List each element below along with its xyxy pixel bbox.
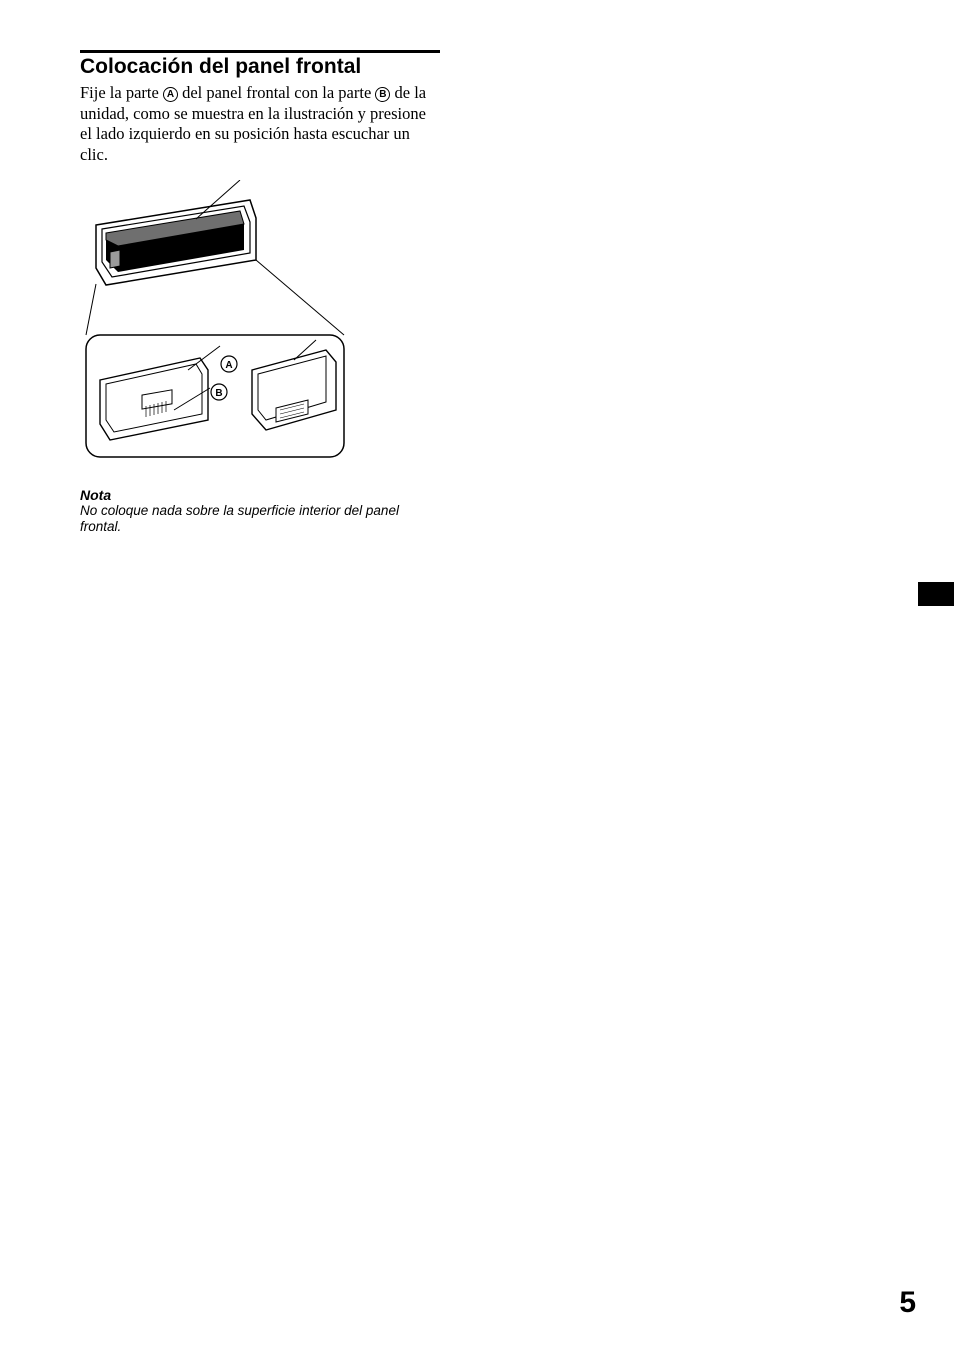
main-column: Colocación del panel frontal Fije la par… bbox=[80, 50, 440, 536]
label-a-inline: A bbox=[163, 87, 178, 102]
label-b-inline: B bbox=[375, 87, 390, 102]
note-body: No coloque nada sobre la superficie inte… bbox=[80, 503, 400, 537]
note-heading: Nota bbox=[80, 487, 440, 503]
svg-text:A: A bbox=[225, 360, 232, 371]
svg-text:B: B bbox=[215, 388, 222, 399]
heading-rule bbox=[80, 50, 440, 53]
zoom-line-right bbox=[256, 260, 344, 335]
section-body: Fije la parte A del panel frontal con la… bbox=[80, 83, 440, 166]
body-text-2: del panel frontal con la parte bbox=[178, 83, 375, 102]
section-tab bbox=[918, 582, 954, 606]
zoom-line-left bbox=[86, 284, 96, 335]
top-unit-illustration bbox=[96, 180, 256, 285]
panel-diagram: A B bbox=[80, 180, 350, 470]
body-text-1: Fije la parte bbox=[80, 83, 163, 102]
page-number: 5 bbox=[899, 1286, 916, 1320]
diagram-label-b: B bbox=[211, 384, 227, 400]
diagram-label-a: A bbox=[221, 356, 237, 372]
section-heading: Colocación del panel frontal bbox=[80, 55, 440, 79]
